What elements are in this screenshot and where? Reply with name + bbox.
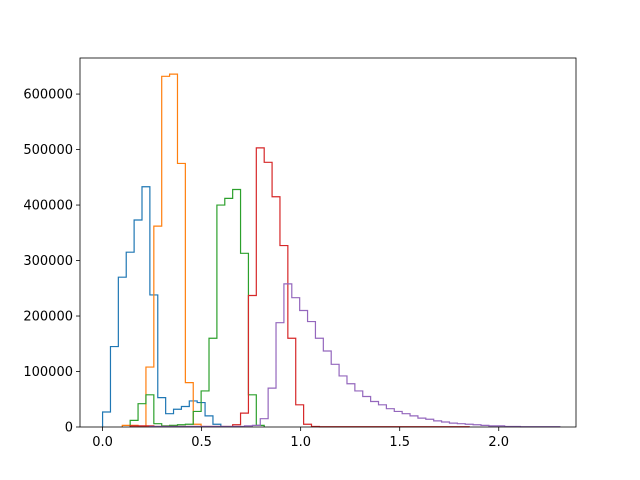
y-axis: 0 100000 200000 300000 400000 500000 600000 [23,88,80,436]
x-axis: 0.0 0.5 1.0 1.5 2.0 [92,427,509,450]
y-tick-label: 100000 [23,365,73,380]
y-tick-label: 200000 [23,310,73,325]
x-tick-label: 0.5 [191,435,212,450]
y-tick-label: 500000 [23,143,73,158]
histogram-series-3 [129,188,265,427]
axes-frame [79,57,577,428]
x-tick-label: 2.0 [488,435,509,450]
histogram-series-1 [101,186,222,427]
y-tick-label: 400000 [23,199,73,214]
y-tick-label: 600000 [23,88,73,103]
x-tick-label: 0.0 [92,435,113,450]
histogram-series-5 [149,283,561,428]
x-tick-label: 1.0 [290,435,311,450]
y-tick-label: 0 [65,421,73,436]
y-tick-label: 300000 [23,254,73,269]
x-tick-label: 1.5 [389,435,410,450]
